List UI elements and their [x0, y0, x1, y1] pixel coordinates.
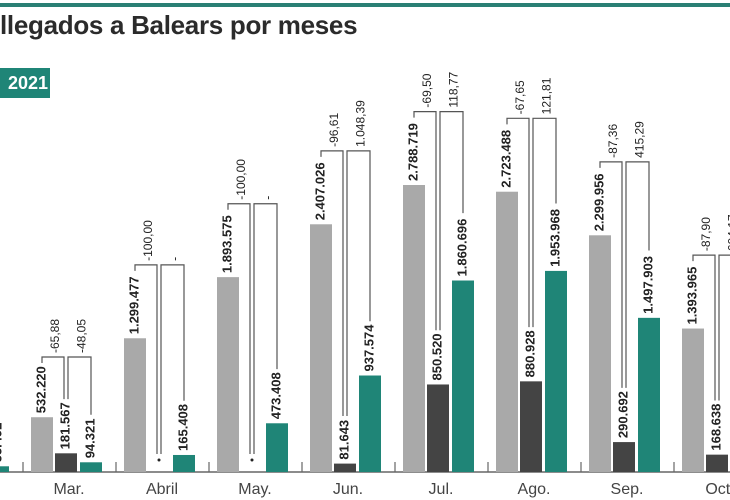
bar-dark — [334, 463, 356, 472]
pct-change-1: -67,65 — [513, 80, 527, 114]
pct-change-2: 415,29 — [633, 121, 647, 158]
data-label-grey: 1.393.965 — [684, 267, 699, 325]
bar-teal — [0, 466, 9, 472]
data-label-dark: 880.928 — [522, 330, 537, 377]
bracket-change-2 — [439, 110, 464, 331]
bar-grey — [310, 224, 332, 472]
bracket-change-1 — [227, 203, 251, 454]
month-label: Abril — [146, 481, 178, 498]
pct-change-2: -48,05 — [75, 319, 89, 353]
month-label: Jun. — [333, 481, 363, 498]
data-label-dark: 168.638 — [708, 404, 723, 451]
year-badge: 2021 — [0, 68, 50, 98]
data-label-teal: 1.860.696 — [454, 219, 469, 277]
bar-teal — [452, 280, 474, 472]
bar-grey — [124, 338, 146, 472]
pct-change-1: -96,61 — [327, 113, 341, 147]
bar-grey — [217, 277, 239, 472]
month-label: May. — [238, 481, 271, 498]
pct-change-2: 121,81 — [540, 77, 554, 114]
bar-grey — [403, 185, 425, 472]
data-label-teal: 473.408 — [268, 372, 283, 419]
data-label-teal: 1.953.968 — [547, 209, 562, 267]
bar-grey — [682, 328, 704, 472]
data-label-grey: 2.299.956 — [591, 173, 606, 231]
chart-title: llegados a Balears por meses — [0, 10, 358, 40]
bar-teal — [638, 317, 660, 472]
top-rule — [0, 3, 730, 7]
bracket-change-1 — [134, 264, 158, 454]
data-label-teal: 937.574 — [361, 324, 376, 372]
bracket-change-1 — [320, 150, 344, 416]
bar-dark — [520, 381, 542, 472]
data-label-teal: 165.408 — [175, 404, 190, 451]
bracket-change-2 — [160, 264, 185, 454]
pct-change-2: - — [261, 196, 275, 200]
bracket-change-2 — [253, 203, 278, 454]
pct-change-2: 1.048,39 — [354, 100, 368, 147]
bar-teal — [545, 270, 567, 472]
data-label-dark: 181.567 — [57, 402, 72, 449]
pct-change-2: - — [168, 257, 182, 261]
bracket-change-2 — [532, 117, 557, 328]
pct-change-2: 604,17 — [726, 214, 730, 251]
data-label-grey: 2.723.488 — [498, 130, 513, 188]
bar-grey — [589, 235, 611, 472]
pct-change-1: -87,36 — [606, 124, 620, 158]
pct-change-1: -100,00 — [141, 220, 155, 261]
month-label: Mar. — [53, 481, 84, 498]
data-label-dark: 290.692 — [615, 391, 630, 438]
data-label-grey: 532.220 — [33, 366, 48, 413]
month-label: Jul. — [429, 481, 454, 498]
bar-teal — [359, 375, 381, 472]
bracket-change-1 — [692, 254, 716, 401]
bar-grey — [496, 191, 518, 472]
month-label: Sep. — [611, 481, 644, 498]
data-label-teal: 1.497.903 — [640, 256, 655, 314]
data-label-teal: 94.321 — [82, 419, 97, 459]
data-label-grey: 2.407.026 — [312, 162, 327, 220]
bracket-change-2 — [625, 161, 650, 388]
data-label-dark: 850.520 — [429, 333, 444, 380]
pct-change-2: 118,77 — [447, 71, 461, 107]
pct-change-1: -100,00 — [234, 159, 248, 200]
bar-dark — [55, 453, 77, 472]
bar-dark — [613, 442, 635, 472]
data-label-teal: 55.492 — [0, 423, 4, 463]
bar-teal — [80, 462, 102, 472]
month-label: Oct. — [705, 481, 730, 498]
pct-change-1: -69,50 — [420, 73, 434, 107]
bar-grey — [31, 417, 53, 472]
data-label-grey: 1.299.477 — [126, 276, 141, 334]
null-marker — [157, 458, 161, 462]
month-label: Ago. — [518, 481, 551, 498]
null-marker — [250, 458, 254, 462]
bracket-change-2 — [67, 356, 92, 415]
data-label-dark: 81.643 — [336, 420, 351, 460]
pct-change-1: -87,90 — [699, 217, 713, 251]
bar-dark — [427, 384, 449, 472]
bar-dark — [706, 454, 728, 472]
data-label-grey: 1.893.575 — [219, 215, 234, 273]
bracket-change-2 — [346, 150, 371, 416]
pct-change-1: -65,88 — [48, 319, 62, 353]
bracket-change-1 — [599, 161, 623, 388]
bracket-change-1 — [41, 356, 65, 400]
bracket-change-1 — [506, 117, 530, 328]
bar-teal — [173, 454, 195, 472]
bracket-change-1 — [413, 110, 437, 331]
bracket-change-2 — [718, 254, 730, 401]
bar-teal — [266, 423, 288, 472]
data-label-grey: 2.788.719 — [405, 123, 420, 181]
